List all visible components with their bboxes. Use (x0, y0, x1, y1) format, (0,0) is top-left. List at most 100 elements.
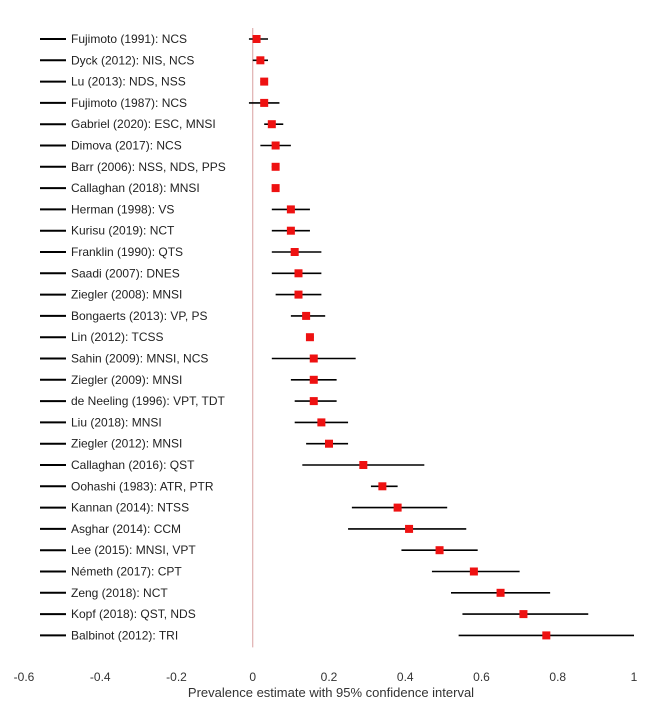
study-row: Saadi (2007): DNES (40, 266, 322, 280)
study-row: Kurisu (2019): NCT (40, 224, 310, 238)
study-label: Dimova (2017): NCS (71, 139, 182, 153)
study-label: Fujimoto (1991): NCS (71, 32, 187, 46)
x-axis: -0.6 -0.4 -0.2 0 0.2 0.4 0.6 0.8 1 (14, 670, 638, 684)
study-row: Oohashi (1983): ATR, PTR (40, 479, 398, 493)
study-row: Bongaerts (2013): VP, PS (40, 309, 326, 323)
x-tick-label: 0.2 (321, 670, 338, 684)
point-estimate-marker (519, 610, 528, 619)
point-estimate-marker (286, 226, 295, 235)
study-label: Fujimoto (1987): NCS (71, 96, 187, 110)
study-row: Fujimoto (1991): NCS (40, 32, 268, 46)
study-label: Balbinot (2012): TRI (71, 628, 178, 642)
study-row: Sahin (2009): MNSI, NCS (40, 352, 356, 366)
point-estimate-marker (256, 56, 265, 65)
study-label: Kopf (2018): QST, NDS (71, 607, 196, 621)
study-label: Franklin (1990): QTS (71, 245, 183, 259)
point-estimate-marker (294, 269, 303, 278)
study-label: Kannan (2014): NTSS (71, 501, 189, 515)
point-estimate-marker (305, 333, 314, 342)
study-row: Liu (2018): MNSI (40, 415, 349, 429)
study-row: Barr (2006): NSS, NDS, PPS (40, 160, 280, 174)
study-label: Dyck (2012): NIS, NCS (71, 53, 194, 67)
study-label: Lu (2013): NDS, NSS (71, 75, 186, 89)
study-row: Dyck (2012): NIS, NCS (40, 53, 268, 67)
point-estimate-marker (252, 35, 261, 43)
study-label: Liu (2018): MNSI (71, 415, 162, 429)
study-row: Kannan (2014): NTSS (40, 501, 448, 515)
point-estimate-marker (325, 439, 333, 448)
study-row: Ziegler (2008): MNSI (40, 288, 322, 302)
point-estimate-marker (309, 354, 318, 363)
point-estimate-marker (286, 205, 295, 214)
x-tick-label: 0.6 (473, 670, 490, 684)
study-row: Callaghan (2018): MNSI (40, 181, 280, 195)
point-estimate-marker (496, 588, 505, 597)
study-row: Dimova (2017): NCS (40, 139, 291, 153)
x-tick-label: 0.8 (549, 670, 566, 684)
point-estimate-marker (267, 120, 276, 129)
x-tick-label: 1 (631, 670, 638, 684)
study-label: Gabriel (2020): ESC, MNSI (71, 117, 216, 131)
study-label: Ziegler (2009): MNSI (71, 373, 182, 387)
study-label: Bongaerts (2013): VP, PS (71, 309, 208, 323)
point-estimate-marker (405, 524, 414, 533)
study-row: Herman (1998): VS (40, 202, 310, 216)
study-row: Zeng (2018): NCT (40, 586, 551, 600)
point-estimate-marker (271, 162, 280, 171)
study-label: Barr (2006): NSS, NDS, PPS (71, 160, 226, 174)
study-row: Lin (2012): TCSS (40, 330, 314, 344)
study-rows: Fujimoto (1991): NCS Dyck (2012): NIS, NC… (40, 32, 634, 642)
study-label: de Neeling (1996): VPT, TDT (71, 394, 226, 408)
x-tick-label: 0 (249, 670, 256, 684)
study-row: Gabriel (2020): ESC, MNSI (40, 117, 284, 131)
study-label: Kurisu (2019): NCT (71, 224, 175, 238)
study-label: Ziegler (2012): MNSI (71, 437, 182, 451)
x-tick-label: -0.4 (90, 670, 111, 684)
study-label: Sahin (2009): MNSI, NCS (71, 352, 208, 366)
study-row: Lu (2013): NDS, NSS (40, 75, 269, 89)
study-label: Németh (2017): CPT (71, 565, 182, 579)
study-row: Németh (2017): CPT (40, 565, 520, 579)
x-tick-label: 0.4 (397, 670, 414, 684)
study-row: Fujimoto (1987): NCS (40, 96, 280, 110)
study-label: Oohashi (1983): ATR, PTR (71, 479, 214, 493)
study-label: Callaghan (2016): QST (71, 458, 195, 472)
point-estimate-marker (378, 482, 387, 491)
study-label: Asghar (2014): CCM (71, 522, 181, 536)
point-estimate-marker (294, 290, 303, 299)
point-estimate-marker (309, 397, 318, 406)
study-label: Ziegler (2008): MNSI (71, 288, 182, 302)
point-estimate-marker (359, 461, 368, 469)
point-estimate-marker (271, 184, 280, 193)
study-label: Herman (1998): VS (71, 202, 174, 216)
study-label: Lin (2012): TCSS (71, 330, 164, 344)
point-estimate-marker (260, 98, 269, 107)
point-estimate-marker (393, 503, 402, 512)
point-estimate-marker (290, 248, 299, 256)
point-estimate-marker (302, 311, 311, 320)
study-row: Franklin (1990): QTS (40, 245, 322, 259)
point-estimate-marker (317, 418, 326, 427)
x-tick-label: -0.6 (14, 670, 35, 684)
study-label: Callaghan (2018): MNSI (71, 181, 200, 195)
study-row: Ziegler (2012): MNSI (40, 437, 349, 451)
point-estimate-marker (309, 375, 318, 384)
study-label: Lee (2015): MNSI, VPT (71, 543, 196, 557)
point-estimate-marker (435, 546, 444, 555)
study-label: Saadi (2007): DNES (71, 266, 180, 280)
study-row: Lee (2015): MNSI, VPT (40, 543, 478, 557)
study-row: Balbinot (2012): TRI (40, 628, 634, 642)
study-row: de Neeling (1996): VPT, TDT (40, 394, 337, 408)
point-estimate-marker (260, 77, 269, 86)
study-row: Asghar (2014): CCM (40, 522, 467, 536)
study-row: Callaghan (2016): QST (40, 458, 425, 472)
study-row: Kopf (2018): QST, NDS (40, 607, 589, 621)
x-axis-title: Prevalence estimate with 95% confidence … (188, 685, 474, 700)
point-estimate-marker (542, 631, 551, 640)
study-label: Zeng (2018): NCT (71, 586, 168, 600)
point-estimate-marker (469, 567, 478, 576)
point-estimate-marker (271, 141, 280, 150)
study-row: Ziegler (2009): MNSI (40, 373, 337, 387)
